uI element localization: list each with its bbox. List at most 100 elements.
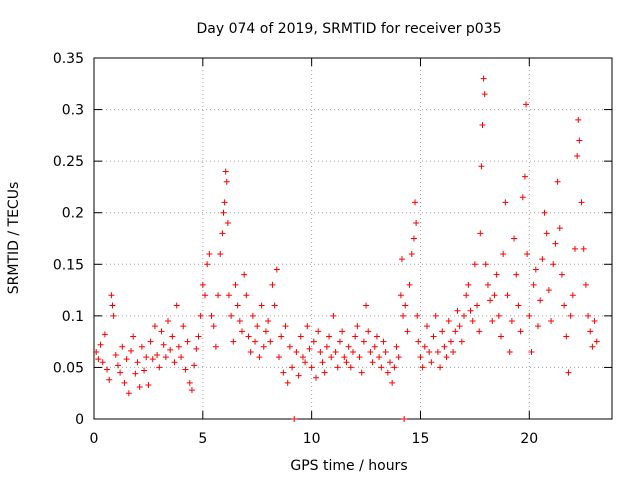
data-point [269, 281, 276, 288]
data-point [591, 318, 598, 325]
data-point [258, 302, 265, 309]
data-point [199, 281, 206, 288]
data-point [479, 122, 486, 129]
data-point [387, 359, 393, 366]
data-point [376, 354, 383, 361]
data-point [580, 245, 587, 252]
data-point [369, 359, 376, 366]
data-point [515, 302, 522, 309]
data-point [228, 312, 235, 319]
data-point [304, 323, 311, 330]
x-tick-label: 15 [412, 431, 430, 447]
y-axis-label: SRMTID / TECUs [6, 182, 22, 295]
data-point [367, 348, 374, 355]
data-point [537, 297, 544, 304]
data-point [112, 352, 119, 359]
data-point [398, 256, 405, 263]
data-point [437, 364, 444, 371]
data-point [443, 354, 450, 361]
data-point [125, 390, 132, 397]
data-point [280, 369, 287, 376]
data-point [230, 338, 237, 345]
data-point [493, 271, 500, 278]
data-point [232, 281, 239, 288]
data-point [487, 297, 494, 304]
data-point [424, 323, 430, 330]
data-point [528, 348, 535, 355]
data-point [169, 333, 176, 340]
data-point [414, 312, 421, 319]
data-point [430, 333, 437, 340]
data-point [550, 261, 557, 268]
data-point [572, 245, 578, 252]
data-point [97, 341, 104, 348]
y-tick-label: 0.1 [62, 309, 84, 325]
data-point [397, 292, 404, 299]
data-point [519, 194, 526, 201]
data-point [286, 343, 293, 350]
data-point [267, 338, 274, 345]
data-point [173, 302, 180, 309]
data-point [569, 292, 576, 299]
data-point [310, 338, 317, 345]
data-point [495, 312, 502, 319]
data-point [539, 256, 546, 263]
data-point [356, 354, 363, 361]
data-point [378, 364, 385, 371]
data-point [401, 416, 408, 422]
data-point [220, 209, 227, 216]
data-point [138, 343, 145, 350]
data-point [498, 333, 504, 340]
data-point [461, 312, 467, 319]
y-tick-label: 0.15 [53, 257, 84, 273]
data-point [109, 302, 116, 309]
data-point [234, 302, 241, 309]
data-point [523, 101, 530, 108]
data-point [210, 323, 217, 330]
data-point [441, 343, 448, 350]
data-point [306, 345, 313, 352]
data-point [184, 338, 191, 345]
data-point [93, 348, 100, 355]
x-axis-label: GPS time / hours [290, 458, 407, 474]
data-point [206, 250, 213, 257]
data-point [141, 367, 148, 374]
data-point [208, 312, 215, 319]
data-point [245, 333, 252, 340]
data-point [589, 343, 596, 350]
data-point [254, 323, 261, 330]
data-point [101, 331, 108, 338]
data-point [371, 343, 378, 350]
data-point [182, 366, 189, 373]
data-point [271, 302, 278, 309]
data-point [295, 372, 302, 379]
data-point [186, 379, 193, 386]
data-point [334, 364, 341, 371]
data-point [521, 173, 528, 180]
data-point [95, 356, 102, 363]
data-point [225, 292, 232, 299]
data-point [563, 333, 570, 340]
data-point [289, 364, 296, 371]
data-point [552, 240, 559, 247]
data-point [511, 235, 518, 242]
data-point [535, 323, 541, 330]
y-tick-label: 0.25 [53, 154, 84, 170]
data-point [128, 347, 134, 354]
data-point [445, 318, 452, 325]
data-point [195, 333, 202, 340]
data-point [450, 348, 457, 355]
y-tick-label: 0.05 [53, 360, 84, 376]
data-point [452, 328, 459, 335]
data-point [339, 328, 346, 335]
data-point [574, 152, 581, 159]
data-point [284, 379, 291, 386]
data-point [428, 359, 435, 366]
data-point [582, 281, 589, 288]
data-point [276, 354, 282, 361]
data-point [434, 348, 441, 355]
data-point [548, 318, 555, 325]
data-point [202, 292, 208, 299]
data-point [354, 323, 361, 330]
